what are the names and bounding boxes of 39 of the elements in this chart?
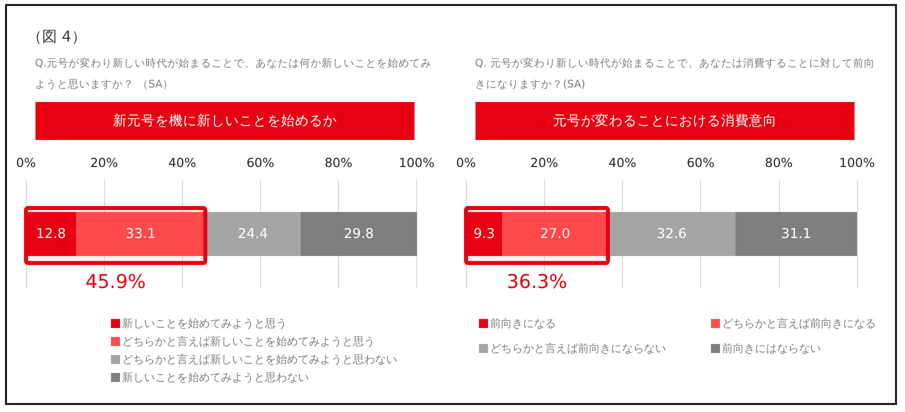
data-label: 32.6: [656, 226, 687, 242]
data-label: 33.1: [126, 226, 156, 242]
legend-label: どちらかと言えば前向きになる: [722, 317, 876, 330]
band-label: 45.9%: [85, 271, 146, 293]
chart-title: 元号が変わることにおける消費意向: [553, 113, 777, 129]
x-tick-label: 100%: [839, 155, 875, 170]
legend-label: 新しいことを始めてみようと思う: [122, 317, 287, 330]
chart-subtitle: Q. 元号が変わり新しい時代が始まることで、あなたは消費することに対して前向きになりますか？(SA): [475, 56, 875, 90]
x-tick-label: 0%: [456, 155, 476, 170]
x-tick-label: 40%: [168, 155, 196, 170]
legend-label: 前向きになる: [490, 317, 556, 330]
x-tick-label: 20%: [90, 155, 118, 170]
x-tick-label: 60%: [686, 155, 715, 170]
legend-label: どちらかと言えば新しいことを始めてみようと思う: [122, 335, 375, 348]
x-tick-label: 60%: [246, 155, 274, 170]
data-label: 27.0: [540, 226, 570, 242]
legend-label: 新しいことを始めてみようと思わない: [122, 371, 309, 384]
x-tick-label: 80%: [764, 155, 793, 170]
bar: [76, 212, 206, 256]
data-label: 31.1: [781, 226, 812, 242]
data-label: 29.8: [344, 226, 374, 242]
chart-title: 新元号を機に新しいことを始めるか: [113, 113, 337, 129]
x-tick-label: 100%: [398, 155, 435, 170]
x-tick-label: 0%: [16, 155, 36, 170]
chart-subtitle: Q.元号が変わり新しい時代が始まることで、あなたは何か新しいことを始めてみようと思いますか？ （SA）: [35, 56, 432, 90]
data-label: 24.4: [238, 226, 268, 242]
legend-label: 前向きにはならない: [722, 342, 821, 355]
legend-label: どちらかと言えば新しいことを始めてみようと思わない: [122, 353, 397, 366]
x-tick-label: 20%: [530, 155, 558, 170]
bar: [735, 212, 857, 256]
data-label: 12.8: [36, 226, 66, 242]
legend-label: どちらかと言えば前向きにならない: [490, 342, 666, 355]
text: （図 4）: [27, 28, 86, 46]
bar: [300, 212, 417, 256]
bar: [502, 212, 608, 256]
data-label: 9.3: [473, 226, 495, 242]
x-tick-label: 40%: [608, 155, 636, 170]
band-label: 36.3%: [506, 271, 568, 293]
x-tick-label: 80%: [324, 155, 352, 170]
